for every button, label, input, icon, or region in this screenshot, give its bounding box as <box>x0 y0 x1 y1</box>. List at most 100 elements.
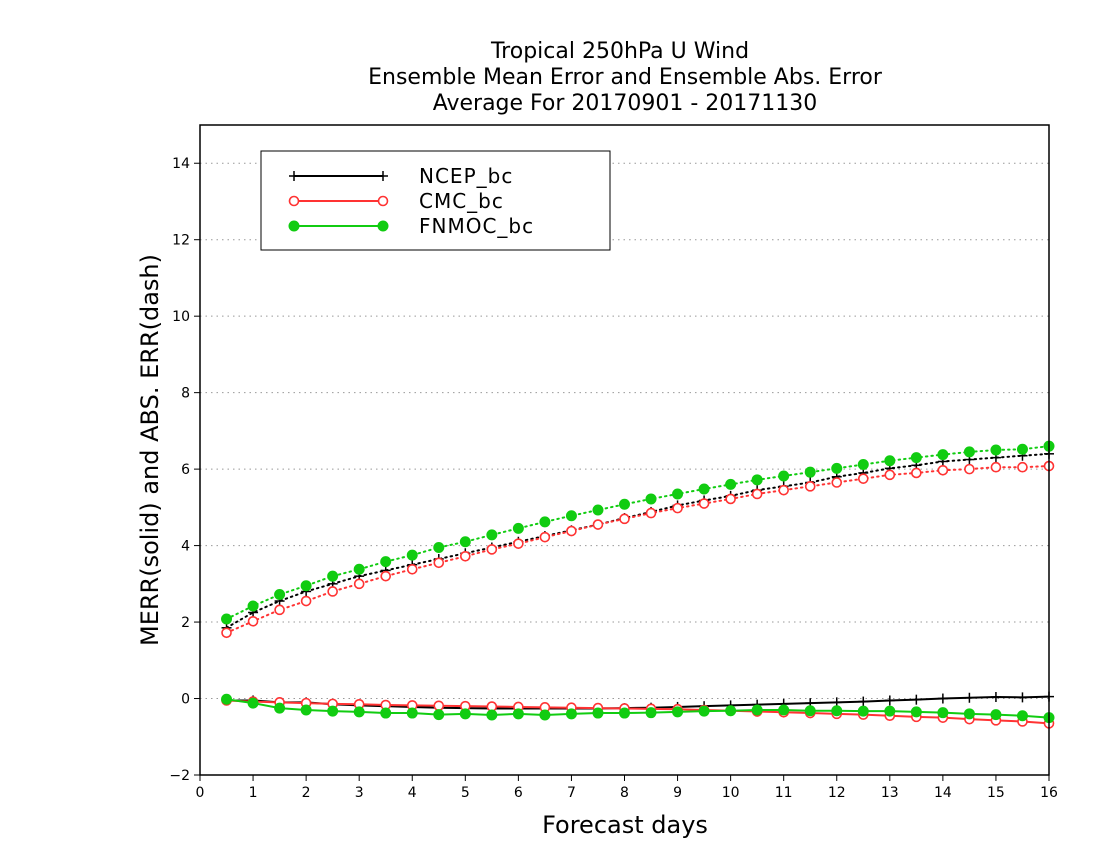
fnmoc-bc-mean-error-point <box>274 702 286 714</box>
fnmoc-bc-abs-error-point <box>751 474 763 486</box>
legend-marker <box>288 220 300 232</box>
cmc-bc-abs-error-point <box>619 513 630 525</box>
x-tick-label: 16 <box>1040 785 1058 801</box>
fnmoc-bc-mean-error-point <box>459 708 471 720</box>
cmc-bc-abs-error-point <box>964 463 975 475</box>
cmc-bc-abs-error-point <box>380 570 392 582</box>
ncep-bc-mean-error-point <box>858 696 869 707</box>
cmc-bc-abs-error-point <box>857 473 869 484</box>
cmc-bc-abs-error-point <box>539 531 551 543</box>
fnmoc-bc-mean-error-point <box>539 709 551 721</box>
cmc-bc-abs-error-point <box>672 502 683 514</box>
ncep-bc-abs-error-line <box>225 452 1050 629</box>
legend-item-fnmoc-bc: FNMOC_bc <box>288 214 534 238</box>
x-tick-label: 5 <box>461 785 470 801</box>
ncep-bc-mean-error-point <box>990 692 1001 702</box>
cmc-bc-abs-error-point <box>566 525 577 537</box>
cmc-bc-abs-error-point <box>592 519 604 530</box>
cmc-bc-abs-error-series <box>221 460 1055 639</box>
fnmoc-bc-mean-error-point <box>831 705 843 717</box>
chart-title: Tropical 250hPa U Wind Ensemble Mean Err… <box>368 39 883 116</box>
fnmoc-bc-mean-error-point <box>937 707 949 719</box>
fnmoc-bc-abs-error-point <box>274 589 286 601</box>
fnmoc-bc-abs-error-point <box>672 488 684 500</box>
fnmoc-bc-mean-error-point <box>486 709 498 721</box>
legend-marker <box>377 195 389 207</box>
fnmoc-bc-abs-error-point <box>353 563 365 575</box>
fnmoc-bc-abs-error-point <box>619 498 630 510</box>
x-tick-label: 2 <box>302 785 311 801</box>
fnmoc-bc-mean-error-series <box>221 693 1055 724</box>
fnmoc-bc-abs-error-point <box>565 510 577 522</box>
legend-label: FNMOC_bc <box>419 214 534 238</box>
fnmoc-bc-abs-error-point <box>778 470 790 482</box>
series-layer <box>221 440 1055 729</box>
fnmoc-bc-abs-error-point <box>910 452 922 464</box>
y-tick-label: 14 <box>172 156 190 172</box>
x-tick-label: 8 <box>620 785 629 801</box>
x-axis: 0 1 2 3 4 5 6 7 8 9 10 11 12 13 14 15 16 <box>196 775 1058 801</box>
fnmoc-bc-abs-error-point <box>804 466 816 478</box>
fnmoc-bc-abs-error-point <box>300 580 312 592</box>
title-line-2: Ensemble Mean Error and Ensemble Abs. Er… <box>368 65 883 90</box>
x-tick-label: 13 <box>881 785 899 801</box>
fnmoc-bc-abs-error-point <box>1016 443 1028 455</box>
fnmoc-bc-abs-error-point <box>884 455 896 467</box>
fnmoc-bc-mean-error-point <box>645 707 657 719</box>
fnmoc-bc-mean-error-point <box>380 707 392 719</box>
fnmoc-bc-mean-error-point <box>751 704 763 716</box>
ncep-bc-mean-error-point <box>937 693 948 704</box>
cmc-bc-abs-error-point <box>725 493 736 505</box>
fnmoc-bc-abs-error-point <box>990 444 1002 456</box>
y-axis: −2 0 2 4 6 8 10 12 14 <box>169 156 200 784</box>
x-tick-label: 1 <box>249 785 258 801</box>
fnmoc-bc-mean-error-point <box>884 705 896 717</box>
cmc-bc-abs-error-point <box>274 604 285 616</box>
fnmoc-bc-abs-error-point <box>592 504 604 516</box>
cmc-bc-abs-error-point <box>327 586 338 597</box>
fnmoc-bc-abs-error-point <box>857 459 869 471</box>
fnmoc-bc-mean-error-point <box>327 705 339 717</box>
fnmoc-bc-abs-error-point <box>327 570 339 582</box>
fnmoc-bc-mean-error-point <box>247 697 259 709</box>
fnmoc-bc-mean-error-point <box>990 709 1002 721</box>
legend-marker <box>288 195 300 207</box>
y-axis-label: MERR(solid) and ABS. ERR(dash) <box>136 254 164 646</box>
fnmoc-bc-abs-error-point <box>937 449 949 461</box>
ncep-bc-mean-error-series <box>221 691 1054 714</box>
fnmoc-bc-mean-error-point <box>592 707 604 719</box>
legend-marker <box>377 220 389 232</box>
ncep-bc-mean-error-point <box>1017 692 1028 703</box>
fnmoc-bc-abs-error-point <box>433 542 445 553</box>
cmc-bc-mean-error-point <box>433 700 445 712</box>
cmc-bc-abs-error-point <box>645 507 657 519</box>
cmc-bc-abs-error-point <box>221 627 232 639</box>
ncep-bc-mean-error-point <box>911 694 922 705</box>
fnmoc-bc-mean-error-point <box>565 708 577 720</box>
x-tick-label: 0 <box>196 785 205 801</box>
fnmoc-bc-abs-error-point <box>512 522 524 534</box>
cmc-bc-abs-error-point <box>804 481 816 492</box>
cmc-bc-abs-error-point <box>884 469 896 481</box>
cmc-bc-abs-error-point <box>406 563 418 575</box>
fnmoc-bc-abs-error-point <box>221 613 233 625</box>
cmc-bc-abs-error-point <box>486 544 498 555</box>
x-tick-label: 12 <box>828 785 846 801</box>
fnmoc-bc-mean-error-point <box>672 706 684 718</box>
fnmoc-bc-abs-error-point <box>725 478 737 490</box>
cmc-bc-abs-error-point <box>247 615 259 627</box>
x-tick-label: 15 <box>987 785 1005 801</box>
fnmoc-bc-mean-error-point <box>433 709 445 721</box>
cmc-bc-abs-error-point <box>778 484 789 496</box>
fnmoc-bc-abs-error-point <box>698 483 710 495</box>
x-axis-label: Forecast days <box>542 811 708 839</box>
cmc-bc-abs-error-point <box>513 538 524 549</box>
fnmoc-bc-abs-error-point <box>963 446 975 458</box>
fnmoc-bc-mean-error-point <box>698 705 710 717</box>
fnmoc-bc-mean-error-point <box>512 708 524 720</box>
fnmoc-bc-mean-error-point <box>406 707 418 719</box>
cmc-bc-abs-error-point <box>751 488 763 500</box>
ncep-bc-mean-error-point <box>964 692 975 703</box>
